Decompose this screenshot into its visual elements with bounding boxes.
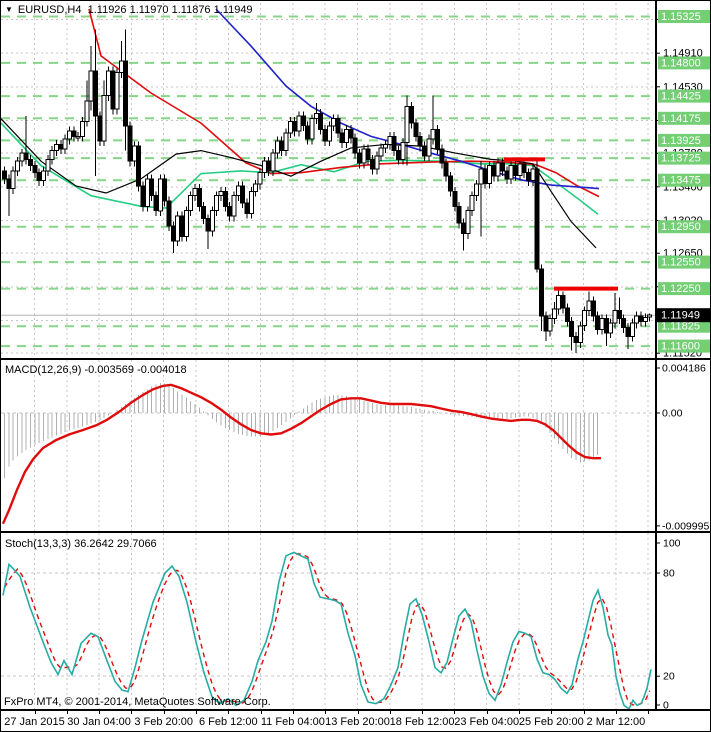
time-axis-line — [1, 709, 710, 711]
current-price-label-bg — [657, 308, 710, 323]
macd-axis-label: 0.00 — [662, 408, 683, 420]
time-tick — [260, 711, 262, 714]
time-tick — [615, 711, 617, 714]
time-label: 3 Feb 20:00 — [134, 716, 194, 728]
level-price-label: 1.11825 — [661, 321, 700, 333]
time-label: 6 Feb 12:00 — [198, 716, 258, 728]
stoch-axis-label: 100 — [663, 538, 681, 550]
time-tick — [325, 711, 327, 714]
time-tick — [163, 711, 165, 714]
stoch-axis-label: 0 — [663, 700, 669, 710]
time-axis[interactable]: 27 Jan 2015 30 Jan 04:00 3 Feb 20:00 6 Feb … — [1, 711, 710, 731]
stochastic-indicator-label: Stoch(13,3,3) 36.2642 29.7066 — [5, 538, 157, 550]
stoch-axis-label: 20 — [663, 671, 675, 683]
chart-title-bar: ▼ EURUSD,H4 1.11926 1.11970 1.11876 1.119… — [5, 4, 253, 16]
time-tick — [454, 711, 456, 714]
ma-black — [1, 118, 597, 249]
time-label: 18 Feb 12:00 — [389, 716, 455, 728]
time-tick — [389, 711, 391, 714]
macd-axis-label: -0.009995 — [662, 520, 709, 531]
ma-red — [88, 8, 600, 198]
price-tick-label: 1.11520 — [663, 348, 702, 358]
ma-green — [1, 122, 599, 215]
time-tick — [357, 711, 359, 714]
time-tick — [422, 711, 424, 714]
time-tick — [66, 711, 68, 714]
level-price-label: 1.12950 — [661, 221, 701, 233]
price-axis-line — [655, 1, 657, 711]
time-label: 2 Mar 12:00 — [586, 716, 646, 728]
time-tick — [228, 711, 230, 714]
time-tick — [196, 711, 197, 714]
time-label: 23 Feb 04:00 — [454, 716, 520, 728]
stoch-k-line — [2, 551, 652, 709]
macd-histogram — [4, 382, 599, 478]
macd-panel[interactable]: 0.004186 0.00 -0.009995 — [1, 360, 711, 531]
panel-separator[interactable] — [1, 531, 710, 533]
stochastic-panel[interactable]: 100 80 20 0 — [1, 533, 711, 709]
level-price-label: 1.11600 — [661, 341, 700, 353]
level-price-label: 1.13475 — [661, 175, 701, 187]
stoch-axis-label: 80 — [663, 568, 675, 580]
chart-title: EURUSD,H4 1.11926 1.11970 1.11876 1.1194… — [17, 4, 253, 16]
level-price-label: 1.15325 — [661, 11, 701, 23]
time-label: 25 Feb 20:00 — [518, 716, 584, 728]
level-price-label: 1.14800 — [661, 57, 701, 69]
macd-signal-line — [1, 383, 601, 525]
macd-grid — [1, 360, 656, 531]
time-label: 13 Feb 20:00 — [325, 716, 390, 728]
time-label: 30 Jan 04:00 — [67, 716, 131, 728]
macd-axis-labels: 0.004186 0.00 -0.009995 — [656, 363, 709, 531]
time-tick — [648, 711, 650, 714]
price-axis-labels: 1.152901.149101.145301.141501.137801.134… — [656, 10, 710, 358]
level-price-label: 1.14175 — [661, 113, 701, 125]
macd-axis-label: 0.004186 — [662, 363, 706, 375]
copyright-text: FxPro MT4, © 2001-2014, MetaQuotes Softw… — [4, 696, 271, 708]
level-price-label: 1.12250 — [661, 283, 701, 295]
panel-separator[interactable] — [1, 358, 710, 360]
time-tick — [292, 711, 294, 714]
resistance-segments[interactable] — [504, 157, 618, 291]
time-tick — [519, 711, 520, 714]
time-label: 27 Jan 2015 — [4, 716, 65, 728]
time-tick — [131, 711, 133, 714]
candles — [2, 29, 653, 354]
time-tick — [34, 711, 36, 714]
time-tick — [551, 711, 553, 714]
level-price-label: 1.12550 — [661, 257, 701, 269]
time-tick — [486, 711, 488, 714]
macd-indicator-label: MACD(12,26,9) -0.003569 -0.004018 — [5, 364, 187, 376]
level-price-label: 1.13725 — [661, 153, 701, 165]
time-label: 11 Feb 04:00 — [260, 716, 325, 728]
level-price-label: 1.13925 — [661, 135, 701, 147]
stoch-d-line — [3, 553, 651, 706]
symbol-list-toggle-icon[interactable]: ▼ — [5, 5, 13, 14]
time-tick — [583, 711, 585, 714]
price-chart-panel[interactable]: 1.152901.149101.145301.141501.137801.134… — [1, 1, 711, 358]
time-tick — [99, 711, 101, 714]
current-price-label: 1.11949 — [661, 310, 700, 322]
level-price-label: 1.14425 — [661, 91, 701, 103]
